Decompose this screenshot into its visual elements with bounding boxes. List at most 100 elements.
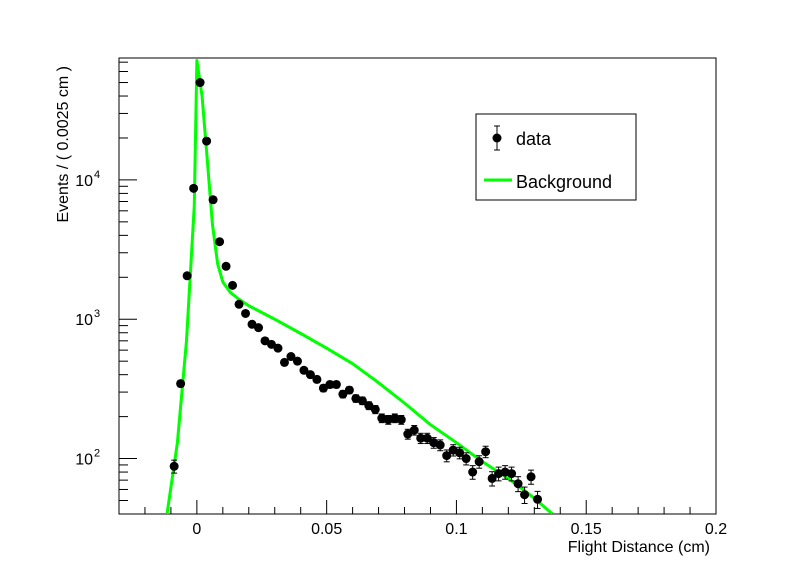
- legend-label-background: Background: [516, 172, 612, 192]
- data-point: [422, 432, 432, 445]
- data-marker: [409, 425, 419, 435]
- data-marker: [481, 447, 491, 457]
- data-marker: [305, 370, 315, 380]
- data-marker: [241, 308, 251, 318]
- data-marker: [312, 374, 322, 384]
- data-point: [396, 414, 406, 425]
- data-marker: [202, 136, 212, 146]
- data-point: [344, 385, 354, 395]
- data-marker: [370, 404, 380, 414]
- data-marker: [396, 415, 406, 425]
- data-point: [331, 380, 341, 390]
- data-point: [286, 352, 296, 362]
- background-curve: [165, 58, 554, 514]
- data-point: [228, 280, 238, 290]
- data-marker: [299, 365, 309, 375]
- data-marker: [442, 451, 452, 461]
- data-marker: [533, 494, 543, 504]
- y-tick-label-exponent: 3: [94, 308, 100, 320]
- data-marker: [338, 389, 348, 399]
- x-tick-label: 0: [192, 521, 201, 538]
- data-marker: [234, 299, 244, 309]
- data-marker: [520, 490, 530, 500]
- data-marker: [461, 454, 471, 464]
- data-point: [487, 471, 497, 487]
- data-point: [357, 396, 367, 406]
- y-tick-label: 10: [75, 312, 93, 329]
- data-marker: [215, 237, 225, 247]
- data-point: [409, 425, 419, 436]
- data-marker: [228, 280, 238, 290]
- data-marker: [422, 433, 432, 443]
- data-point: [215, 237, 225, 247]
- data-point: [526, 469, 536, 485]
- y-tick-label: 10: [75, 452, 93, 469]
- data-point: [254, 323, 264, 333]
- legend-label-data: data: [516, 129, 552, 149]
- legend: data Background: [475, 113, 637, 201]
- data-marker: [344, 385, 354, 395]
- data-marker: [195, 78, 205, 88]
- data-point: [370, 404, 380, 415]
- data-point: [507, 466, 517, 482]
- data-marker: [474, 457, 484, 467]
- data-marker: [286, 352, 296, 362]
- y-axis-title: Events / ( 0.0025 cm ): [55, 66, 72, 223]
- data-point: [208, 195, 218, 205]
- data-point: [279, 357, 289, 367]
- data-series: [169, 78, 543, 509]
- data-point: [266, 339, 276, 349]
- data-point: [241, 308, 251, 318]
- y-tick-label-exponent: 4: [94, 169, 100, 181]
- legend-data-marker: [492, 133, 502, 143]
- data-marker: [325, 380, 335, 390]
- data-point: [312, 374, 322, 384]
- data-point: [305, 370, 315, 380]
- data-point: [474, 455, 484, 469]
- data-marker: [331, 380, 341, 390]
- x-tick-label: 0.1: [445, 521, 467, 538]
- data-point: [202, 136, 212, 146]
- data-marker: [279, 357, 289, 367]
- data-marker: [507, 469, 517, 479]
- data-point: [364, 401, 374, 411]
- data-point: [442, 449, 452, 463]
- data-marker: [468, 467, 478, 477]
- data-marker: [455, 448, 465, 458]
- data-point: [416, 432, 426, 445]
- data-point: [169, 459, 179, 474]
- y-tick-label: 10: [75, 173, 93, 190]
- data-marker: [357, 396, 367, 406]
- data-point: [292, 356, 302, 366]
- x-tick-label: 0.15: [571, 521, 602, 538]
- data-point: [461, 452, 471, 466]
- data-marker: [513, 479, 523, 489]
- data-point: [455, 446, 465, 460]
- data-point: [195, 78, 205, 88]
- data-point: [176, 379, 186, 389]
- data-point: [234, 299, 244, 309]
- x-axis-title: Flight Distance (cm): [568, 539, 710, 556]
- y-tick-label-exponent: 2: [94, 448, 100, 460]
- data-point: [520, 486, 530, 504]
- data-marker: [487, 473, 497, 483]
- data-marker: [208, 195, 218, 205]
- data-point: [299, 365, 309, 375]
- data-marker: [254, 323, 264, 333]
- legend-box: [475, 113, 637, 201]
- x-axis-ticks: 0 0.05 0.1 0.15 0.2: [118, 500, 727, 538]
- data-marker: [292, 356, 302, 366]
- data-point: [468, 465, 478, 480]
- data-point: [435, 439, 445, 452]
- data-point: [273, 343, 283, 353]
- data-marker: [403, 429, 413, 439]
- data-marker: [526, 472, 536, 482]
- data-marker: [416, 433, 426, 443]
- data-marker: [273, 343, 283, 353]
- data-marker: [182, 271, 192, 281]
- data-point: [481, 445, 491, 459]
- plot-frame: [118, 57, 717, 515]
